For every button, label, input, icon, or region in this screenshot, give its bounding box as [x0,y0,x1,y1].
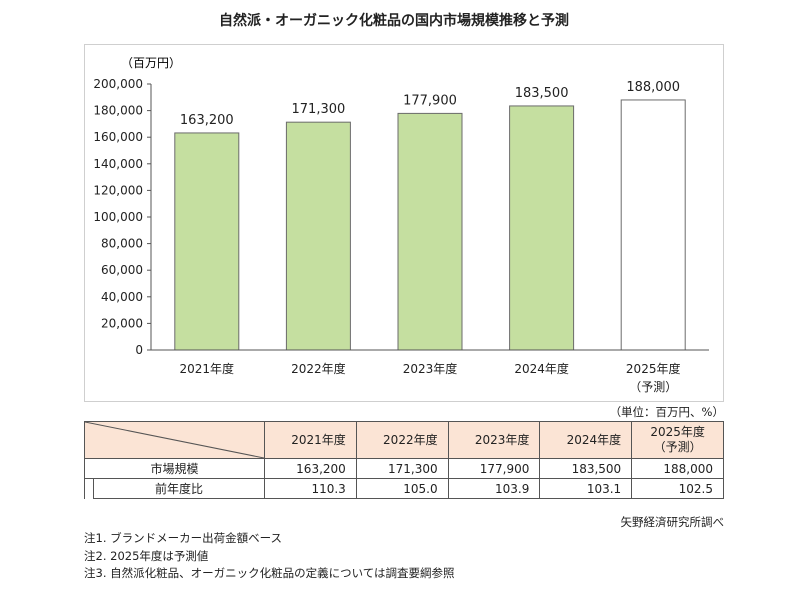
table-row: 市場規模 163,200 171,300 177,900 183,500 188… [84,458,724,479]
source-credit: 矢野経済研究所調べ [620,515,725,529]
table-cell: 103.1 [539,478,633,499]
chart-area: （百万円） 0 20,000 40,000 60,000 80,000 100,000 12… [84,44,724,402]
diagonal-line [85,422,264,458]
y-tick-label: 200,000 [93,77,143,91]
table-unit-note: （単位：百万円、%） [609,405,724,419]
y-tick-label: 80,000 [101,237,143,251]
table-corner-cell [84,421,265,459]
bar-2021年度 [174,132,240,351]
table-header-2025: 2025年度 （予測） [631,421,724,459]
table-cell: 110.3 [264,478,357,499]
y-tick-label: 100,000 [93,210,143,224]
y-tick-label: 120,000 [93,183,143,197]
table-row: 前年度比 110.3 105.0 103.9 103.1 102.5 [84,478,724,499]
bar-value-label: 163,200 [180,113,234,128]
row-label-yoy: 前年度比 [93,478,265,499]
bar-value-label: 183,500 [515,86,569,101]
note-2: 注2. 2025年度は予測値 [84,548,209,563]
table-cell: 183,500 [539,458,633,479]
y-tick-label: 20,000 [101,316,143,330]
row-label-market-size: 市場規模 [84,458,265,479]
y-tick-label: 40,000 [101,290,143,304]
bar-2023年度 [397,112,463,351]
x-tick-label: 2021年度 [180,361,235,376]
y-tick-label: 140,000 [93,157,143,171]
bar-2022年度 [285,121,351,351]
note-3: 注3. 自然派化粧品、オーガニック化粧品の定義については調査要綱参照 [84,566,455,580]
y-unit-label: （百万円） [121,56,181,70]
x-tick-sublabel: （予測） [629,380,677,394]
bars: 163,200 171,300 177,900 183,500 188,000 [174,80,686,351]
table-header-row: 2021年度 2022年度 2023年度 2024年度 2025年度 （予測） [84,421,724,459]
row-indent [84,478,94,499]
x-tick-label: 2022年度 [291,361,346,376]
bar-value-label: 188,000 [626,80,680,95]
x-tick-label: 2024年度 [514,361,569,376]
bar-value-label: 177,900 [403,93,457,108]
table-header-2021: 2021年度 [264,421,357,459]
table-cell: 163,200 [264,458,357,479]
data-table: 2021年度 2022年度 2023年度 2024年度 2025年度 （予測） … [84,421,724,499]
table-header-2022: 2022年度 [355,421,449,459]
x-tick-label: 2025年度 [626,361,681,376]
y-tick-label: 60,000 [101,263,143,277]
bar-chart: （百万円） 0 20,000 40,000 60,000 80,000 100,000 12… [93,56,709,394]
table-cell: 188,000 [631,458,724,479]
y-tick-label: 160,000 [93,130,143,144]
y-tick-label: 180,000 [93,104,143,118]
y-tick-label: 0 [135,343,143,357]
y-axis: 0 20,000 40,000 60,000 80,000 100,000 120,000 1… [93,77,152,357]
table-cell: 102.5 [631,478,724,499]
table-cell: 105.0 [355,478,449,499]
notes: 注1. ブランドメーカー出荷金額ベース 注2. 2025年度は予測値 注3. 自… [84,530,455,583]
x-tick-label: 2023年度 [403,361,458,376]
bar-value-label: 171,300 [292,102,346,117]
table-cell: 171,300 [355,458,449,479]
table-header-2023: 2023年度 [447,421,541,459]
bar-2025年度 [620,99,686,351]
bar-2024年度 [509,105,575,351]
note-1: 注1. ブランドメーカー出荷金額ベース [84,531,283,545]
x-axis: 2021年度 2022年度 2023年度 2024年度 2025年度 （予測） [151,349,709,394]
table-header-2025-forecast: （予測） [653,440,702,454]
table-header-2024: 2024年度 [539,421,633,459]
table-header-2025-year: 2025年度 [650,425,705,439]
chart-title: 自然派・オーガニック化粧品の国内市場規模推移と予測 [219,13,569,29]
table-cell: 177,900 [447,458,541,479]
table-cell: 103.9 [447,478,541,499]
